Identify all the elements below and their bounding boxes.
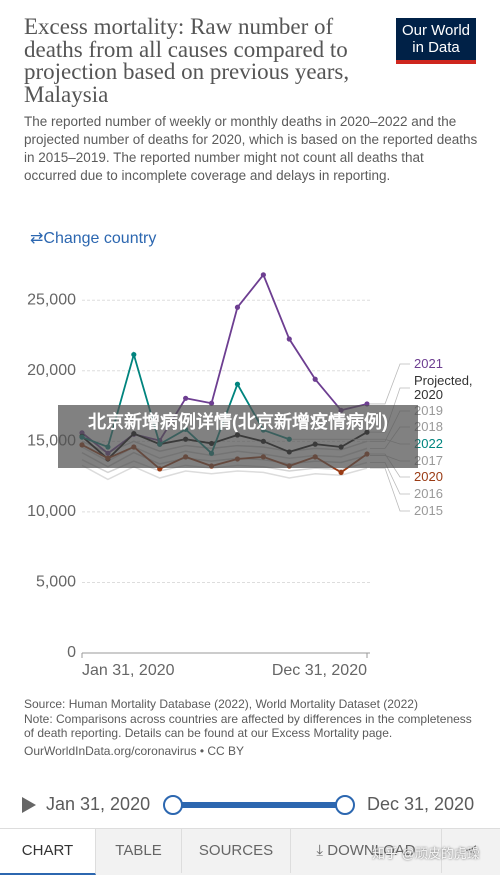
legend-label[interactable]: Projected, 2020 — [414, 373, 473, 402]
point — [131, 351, 137, 358]
legend-label[interactable]: 2015 — [414, 503, 443, 518]
source: Source: Human Mortality Database (2022),… — [24, 697, 418, 711]
overlay-banner: 北京新增病例详情(北京新增疫情病例) — [58, 405, 418, 468]
logo[interactable]: Our World in Data — [396, 18, 476, 64]
y-tick-label: 5,000 — [36, 574, 76, 591]
y-tick-label: 20,000 — [27, 362, 76, 379]
tab-label: DOWNLOAD — [327, 842, 416, 859]
note: Note: Comparisons across countries are a… — [24, 711, 472, 741]
tab[interactable]: SOURCES — [182, 829, 291, 873]
legend-label[interactable]: 2016 — [414, 486, 443, 501]
series-line — [81, 464, 368, 481]
change-country-label: Change country — [43, 230, 157, 247]
point — [286, 336, 292, 342]
share-button[interactable]: ≺ — [464, 842, 478, 859]
y-tick-label: 10,000 — [27, 503, 76, 520]
y-tick-label: 25,000 — [27, 291, 76, 308]
point — [234, 381, 241, 387]
legend-label[interactable]: 2019 — [414, 403, 443, 418]
legend-label[interactable]: 2017 — [414, 453, 443, 468]
watermark: 知乎 @顽皮的虎躁 — [372, 846, 480, 861]
slider-handle[interactable] — [335, 795, 355, 815]
point — [208, 400, 215, 406]
legend-connector — [370, 363, 410, 405]
y-tick-label: 0 — [67, 644, 76, 661]
legend-connector — [370, 467, 410, 512]
point — [260, 272, 266, 278]
legend-label[interactable]: 2020 — [414, 469, 443, 484]
tab[interactable]: TABLE — [96, 829, 182, 873]
chart-subtitle: The reported number of weekly or monthly… — [24, 114, 478, 183]
download-icon: ⤓ — [316, 842, 328, 859]
swap-icon: ⇄ — [30, 230, 44, 247]
timeline-start: Jan 31, 2020 — [46, 794, 151, 814]
legend-label[interactable]: 2018 — [414, 419, 443, 434]
timeline — [22, 795, 355, 815]
tab-bar: CHART TABLE SOURCES ⤓ DOWNLOAD ≺ — [0, 828, 500, 875]
point — [312, 376, 318, 382]
chart-title: Excess mortality: Raw number of deaths f… — [24, 14, 350, 107]
timeline-end: Dec 31, 2020 — [367, 794, 475, 814]
footer: Source: Human Mortality Database (2022),… — [24, 697, 479, 758]
change-country[interactable]: ⇄Change country — [30, 228, 156, 248]
legend-label[interactable]: 2022 — [414, 436, 443, 451]
point — [234, 304, 241, 310]
tab[interactable]: ⤓ DOWNLOAD — [291, 829, 442, 873]
slider-handle[interactable] — [163, 795, 183, 815]
legend-label[interactable]: 2021 — [414, 356, 443, 371]
play-button[interactable] — [22, 797, 36, 813]
tab[interactable]: CHART — [0, 829, 96, 875]
x-tick-label: Jan 31, 2020 — [82, 662, 175, 679]
x-tick-label: Dec 31, 2020 — [272, 662, 367, 679]
point — [338, 469, 344, 475]
url[interactable]: OurWorldInData.org/coronavirus • CC BY — [24, 743, 245, 758]
point — [183, 395, 189, 401]
